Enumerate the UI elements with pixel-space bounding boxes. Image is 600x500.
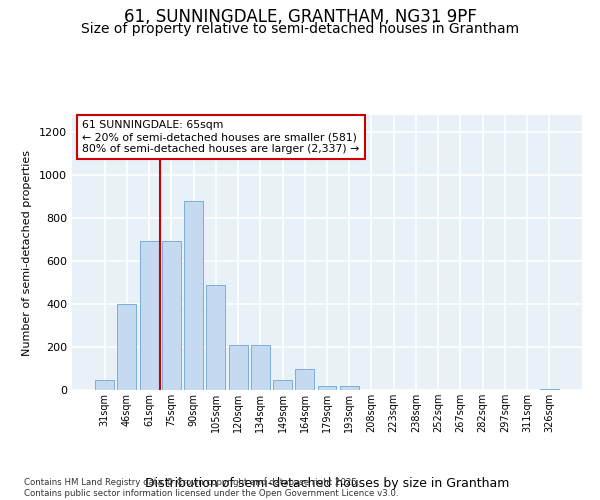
Bar	[95, 380, 114, 390]
Y-axis label: Number of semi-detached properties: Number of semi-detached properties	[22, 150, 32, 356]
Bar	[317, 386, 337, 390]
Bar	[184, 201, 203, 390]
Bar	[540, 389, 559, 390]
Bar	[118, 304, 136, 390]
Bar	[273, 380, 292, 390]
Bar	[295, 368, 314, 390]
Bar	[229, 345, 248, 390]
Text: Contains HM Land Registry data © Crown copyright and database right 2025.
Contai: Contains HM Land Registry data © Crown c…	[24, 478, 398, 498]
Bar	[340, 386, 359, 390]
Bar	[251, 345, 270, 390]
X-axis label: Distribution of semi-detached houses by size in Grantham: Distribution of semi-detached houses by …	[145, 476, 509, 490]
Bar	[206, 284, 225, 390]
Text: 61, SUNNINGDALE, GRANTHAM, NG31 9PF: 61, SUNNINGDALE, GRANTHAM, NG31 9PF	[124, 8, 476, 26]
Bar	[162, 240, 181, 390]
Bar	[140, 240, 158, 390]
Text: 61 SUNNINGDALE: 65sqm
← 20% of semi-detached houses are smaller (581)
80% of sem: 61 SUNNINGDALE: 65sqm ← 20% of semi-deta…	[82, 120, 359, 154]
Text: Size of property relative to semi-detached houses in Grantham: Size of property relative to semi-detach…	[81, 22, 519, 36]
